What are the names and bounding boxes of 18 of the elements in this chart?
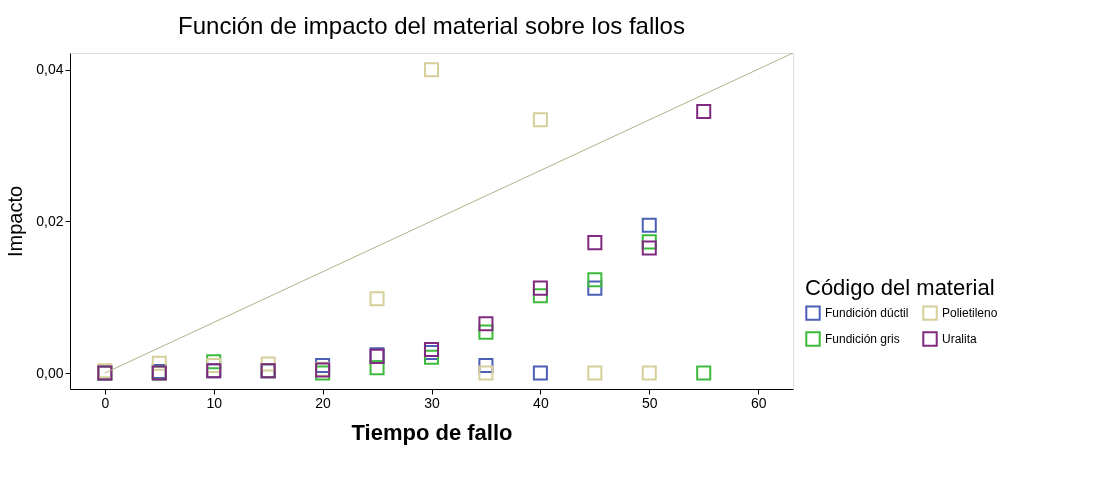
legend-title: Código del material — [805, 275, 995, 300]
y-tick-label: 0,02 — [36, 212, 64, 229]
y-tick-label: 0,04 — [36, 61, 64, 78]
legend-label: Polietileno — [942, 306, 998, 321]
x-tick-label: 10 — [206, 394, 223, 411]
chart-title: Función de impacto del material sobre los fallos — [178, 12, 685, 39]
legend-label: Fundición dúctil — [825, 306, 909, 321]
x-tick-label: 40 — [533, 394, 549, 411]
x-tick-label: 60 — [750, 394, 767, 411]
y-axis-title: Impacto — [4, 185, 27, 258]
x-tick-label: 20 — [315, 394, 332, 411]
x-tick-label: 30 — [424, 394, 440, 411]
legend-label: Uralita — [942, 332, 977, 346]
x-tick-label: 0 — [101, 394, 110, 411]
legend-label: Fundición gris — [825, 332, 900, 346]
x-tick-label: 50 — [641, 394, 658, 411]
y-tick-label: 0,00 — [36, 364, 64, 381]
x-axis-title: Tiempo de fallo — [351, 419, 513, 445]
